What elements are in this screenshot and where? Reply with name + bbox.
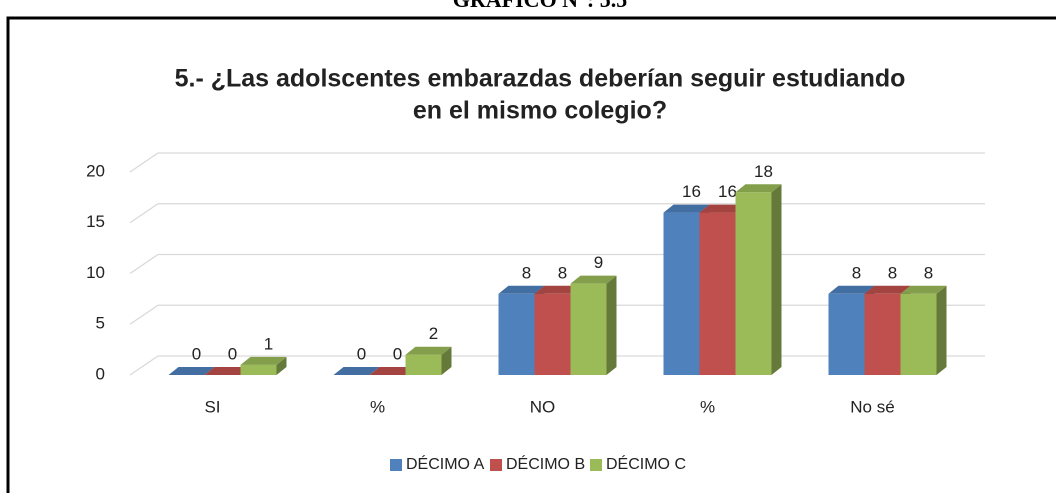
bar-side (606, 275, 617, 375)
value-label: 16 (718, 182, 737, 201)
legend-label: DÉCIMO C (606, 454, 686, 473)
bar-top (405, 346, 452, 355)
bar-top (663, 204, 710, 213)
bar-front (240, 364, 277, 375)
chart-title: en el mismo colegio? (413, 97, 667, 125)
value-label: 8 (522, 263, 531, 282)
bar-front (699, 212, 736, 375)
chart-title: 5.- ¿Las adolscentes embarazdas deberían… (175, 65, 906, 93)
x-tick-label: No sé (850, 397, 894, 416)
y-tick-label: 20 (86, 161, 105, 180)
value-label: 0 (393, 344, 402, 363)
legend-swatch (590, 459, 602, 471)
value-label: 1 (264, 334, 273, 353)
bar-side (276, 356, 287, 375)
grid-line (129, 152, 985, 173)
value-label: 8 (888, 263, 897, 282)
bar-top (534, 285, 581, 294)
value-label: 2 (429, 324, 438, 343)
grid-line (129, 203, 985, 224)
bar-top (900, 285, 947, 294)
legend-label: DÉCIMO B (506, 454, 585, 473)
y-tick-label: 0 (96, 364, 105, 383)
bar-front (828, 293, 865, 375)
value-label: 0 (228, 344, 237, 363)
bar-front (498, 293, 535, 375)
y-tick-label: 15 (86, 212, 105, 231)
value-label: 0 (357, 344, 366, 363)
bar-front (405, 354, 442, 375)
chart-frame (6, 16, 1056, 498)
x-tick-label: SI (204, 397, 220, 416)
value-label: 8 (924, 263, 933, 282)
value-label: 8 (852, 263, 861, 282)
bar-top (204, 367, 251, 375)
bar-front (735, 192, 772, 375)
bar-front (900, 293, 937, 375)
value-label: 8 (558, 263, 567, 282)
legend-label: DÉCIMO A (406, 454, 485, 473)
y-tick-label: 10 (86, 263, 105, 282)
bar-top (864, 285, 911, 294)
x-tick-label: NO (530, 397, 556, 416)
bar-side (936, 285, 947, 375)
bar-front (534, 293, 571, 375)
x-tick-label: % (370, 397, 385, 416)
bar-front (864, 293, 901, 375)
legend-swatch (490, 459, 502, 471)
bar-top (570, 275, 617, 284)
value-label: 0 (192, 344, 201, 363)
y-tick-label: 5 (96, 314, 105, 333)
bar-top (699, 204, 746, 213)
bar-top (828, 285, 875, 294)
bar-top (240, 356, 287, 365)
bar-top (735, 184, 782, 193)
bar-side (441, 346, 452, 375)
bar-front (570, 283, 607, 375)
bar-top (498, 285, 545, 294)
bar-top (369, 367, 416, 375)
bar-side (771, 184, 782, 375)
value-label: 18 (754, 162, 773, 181)
value-label: 9 (594, 253, 603, 272)
x-tick-label: % (700, 397, 715, 416)
bar-top (333, 367, 380, 375)
bar-top (168, 367, 215, 375)
legend-swatch (390, 459, 402, 471)
bar-front (663, 212, 700, 375)
heading: GRÁFICO N°: 5.5 (453, 0, 627, 12)
value-label: 16 (682, 182, 701, 201)
